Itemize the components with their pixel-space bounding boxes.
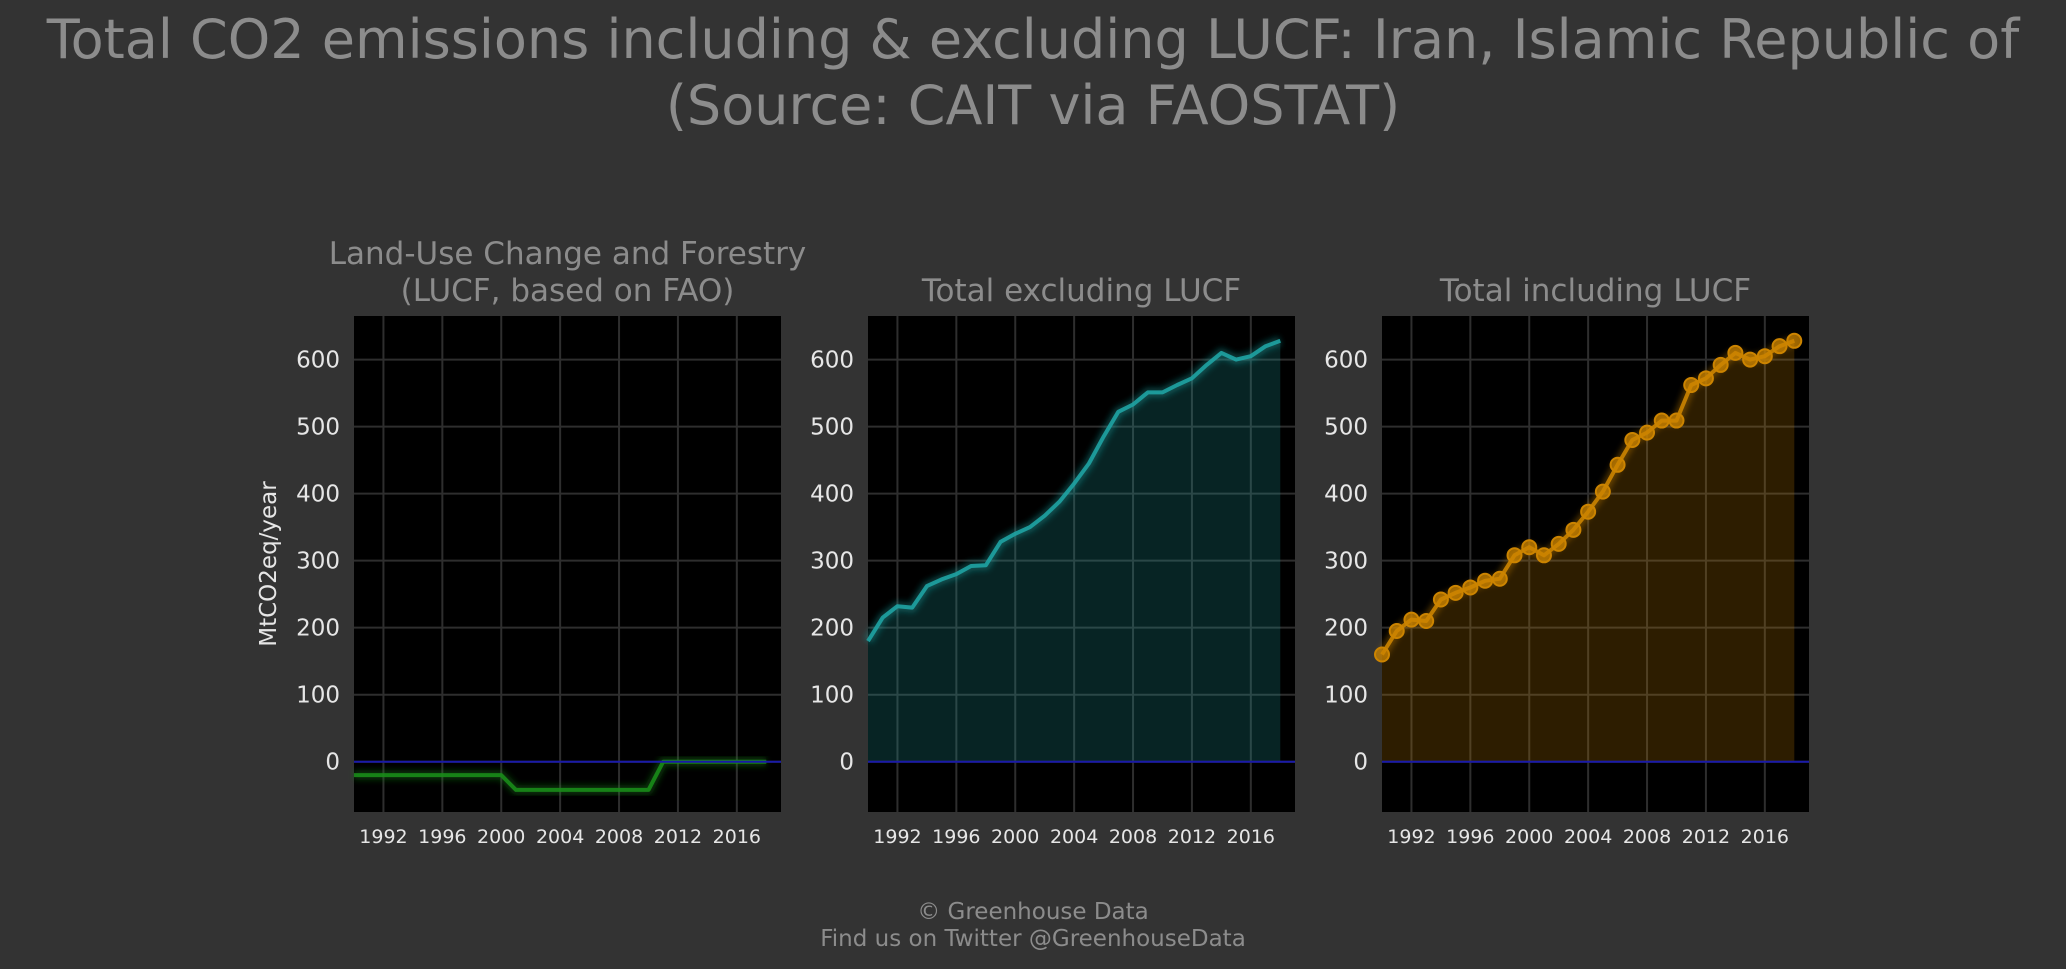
y-tick-label: 100 xyxy=(810,683,854,709)
x-tick-label: 1996 xyxy=(1446,826,1494,848)
x-tick-label: 2008 xyxy=(1623,826,1671,848)
x-tick-label: 2000 xyxy=(1505,826,1553,848)
plot-area xyxy=(354,316,781,812)
y-tick-label: 200 xyxy=(810,616,854,642)
series-line xyxy=(866,338,1281,643)
data-point xyxy=(1477,572,1494,589)
x-tick-label: 2008 xyxy=(595,826,643,848)
series-area xyxy=(1382,340,1795,762)
data-point xyxy=(1727,344,1744,361)
plot-area xyxy=(1382,316,1809,812)
y-tick-label: 500 xyxy=(296,415,340,441)
x-tick-label: 2012 xyxy=(1682,826,1730,848)
data-point xyxy=(1550,535,1567,552)
x-tick-label: 1992 xyxy=(359,826,407,848)
y-tick-label: 100 xyxy=(296,683,340,709)
y-tick-label: 300 xyxy=(1324,549,1368,575)
y-tick-label: 500 xyxy=(1324,415,1368,441)
panel-title: Land-Use Change and Forestry xyxy=(329,236,807,272)
panel-1: 1992 1996 2000 2004 2008 2012 2016 0 100 200 300 40… xyxy=(256,236,806,848)
twitter-text: Find us on Twitter @GreenhouseData xyxy=(820,926,1246,952)
data-point xyxy=(1683,377,1700,394)
copyright-text: © Greenhouse Data xyxy=(917,899,1149,925)
y-tick-label: 300 xyxy=(296,549,340,575)
panel-3: 1992 1996 2000 2004 2008 2012 2016 0 100 200 300 40… xyxy=(1324,273,1809,848)
data-point xyxy=(1506,547,1523,564)
data-point xyxy=(1771,338,1788,355)
panel-title: Total excluding LUCF xyxy=(921,273,1241,309)
x-tick-label: 2012 xyxy=(654,826,702,848)
y-tick-label: 400 xyxy=(810,482,854,508)
data-point xyxy=(1786,332,1803,349)
data-point xyxy=(1580,503,1597,520)
data-point xyxy=(1742,351,1759,368)
y-tick-label: 600 xyxy=(296,348,340,374)
data-point xyxy=(1609,456,1626,473)
data-point xyxy=(1712,356,1729,373)
data-point xyxy=(1535,547,1552,564)
data-point xyxy=(1418,612,1435,629)
data-point xyxy=(1388,623,1405,640)
data-point xyxy=(1374,646,1390,663)
x-tick-label: 1992 xyxy=(1387,826,1435,848)
panel-2: 1992 1996 2000 2004 2008 2012 2016 0 100 200 300 40… xyxy=(810,273,1295,848)
y-axis-label: MtCO2eq/year xyxy=(256,481,282,647)
data-point xyxy=(1462,579,1479,596)
data-point xyxy=(1653,412,1670,429)
y-tick-label: 400 xyxy=(1324,482,1368,508)
x-tick-label: 2008 xyxy=(1109,826,1157,848)
series-area xyxy=(868,340,1281,762)
y-tick-label: 300 xyxy=(810,549,854,575)
x-tick-label: 2004 xyxy=(536,826,584,848)
data-point xyxy=(1624,432,1641,448)
data-point xyxy=(1594,483,1611,500)
y-tick-label: 400 xyxy=(296,482,340,508)
x-tick-label: 2016 xyxy=(1227,826,1275,848)
data-point xyxy=(1403,611,1420,628)
x-tick-label: 2012 xyxy=(1168,826,1216,848)
data-point xyxy=(1432,591,1449,608)
chart-source: (Source: CAIT via FAOSTAT) xyxy=(665,74,1401,137)
x-tick-label: 1992 xyxy=(873,826,921,848)
x-tick-label: 2004 xyxy=(1564,826,1612,848)
x-tick-label: 2000 xyxy=(991,826,1039,848)
data-point xyxy=(1756,348,1773,365)
chart-title: Total CO2 emissions including & excludin… xyxy=(46,8,2020,71)
data-point xyxy=(1565,521,1582,538)
data-point xyxy=(1447,584,1464,601)
data-point xyxy=(1639,424,1656,441)
y-tick-label: 0 xyxy=(1353,750,1368,776)
x-tick-label: 2000 xyxy=(477,826,525,848)
panel-title: Total including LUCF xyxy=(1439,273,1751,309)
x-tick-label: 2016 xyxy=(713,826,761,848)
y-tick-label: 0 xyxy=(325,750,340,776)
data-point xyxy=(1491,570,1508,587)
y-tick-label: 0 xyxy=(839,750,854,776)
x-tick-label: 2016 xyxy=(1741,826,1789,848)
panel-title: (LUCF, based on FAO) xyxy=(401,273,735,309)
x-tick-label: 2004 xyxy=(1050,826,1098,848)
x-tick-label: 1996 xyxy=(418,826,466,848)
y-tick-label: 200 xyxy=(296,616,340,642)
y-tick-label: 600 xyxy=(1324,348,1368,374)
plot-area xyxy=(868,316,1295,812)
data-point xyxy=(1668,412,1685,429)
y-tick-label: 100 xyxy=(1324,683,1368,709)
y-tick-label: 600 xyxy=(810,348,854,374)
y-tick-label: 500 xyxy=(810,415,854,441)
x-tick-label: 1996 xyxy=(932,826,980,848)
data-point xyxy=(1697,370,1714,387)
data-point xyxy=(1521,539,1538,556)
y-tick-label: 200 xyxy=(1324,616,1368,642)
